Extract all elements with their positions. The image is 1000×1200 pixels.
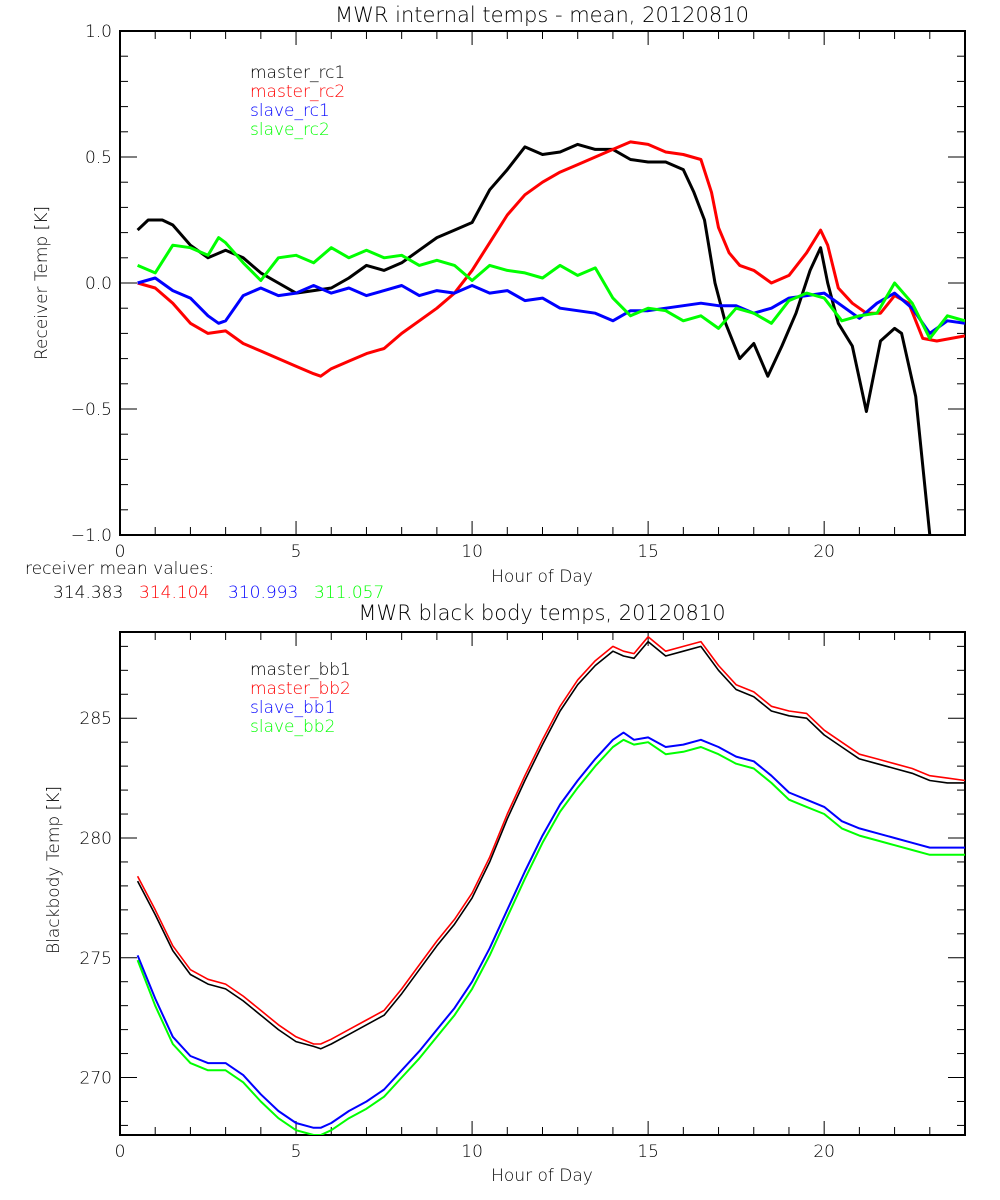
legend-entry: slave_bb2 [250, 717, 335, 737]
series-line-slave-bb2 [136, 738, 965, 1135]
receiver-mean-label: receiver mean values: [25, 559, 214, 579]
x-tick-label: 0 [115, 1142, 126, 1162]
x-tick-labels: 0 5 10 15 20 [115, 542, 835, 562]
legend-entry: slave_bb1 [250, 698, 335, 718]
y-axis-label: Blackbody Temp [K] [44, 786, 64, 954]
y-tick-label: 0.0 [85, 274, 112, 294]
x-tick-label: 20 [813, 1142, 835, 1162]
blackbody-temp-chart: MWR black body temps, 20120810 270 275 280… [44, 601, 966, 1186]
chart-title: MWR black body temps, 20120810 [358, 601, 725, 625]
legend-entry: master_bb1 [250, 660, 351, 680]
legend-entry: slave_rc2 [250, 120, 330, 140]
x-tick-label: 0 [115, 542, 126, 562]
x-tick-label: 15 [637, 542, 659, 562]
legend-entry: slave_rc1 [250, 101, 330, 121]
series-group [136, 140, 965, 535]
legend-entry: master_rc1 [250, 63, 345, 83]
receiver-mean-value: 314.104 [139, 583, 209, 603]
y-tick-labels: 270 275 280 285 [80, 709, 112, 1088]
y-tick-label: 275 [80, 949, 112, 969]
y-tick-label: −0.5 [71, 400, 112, 420]
series-line-slave-bb1 [136, 731, 965, 1129]
x-tick-label: 10 [461, 542, 483, 562]
chart-title: MWR internal temps - mean, 20120810 [335, 3, 749, 27]
y-tick-labels: −1.0 −0.5 0.0 0.5 1.0 [71, 22, 112, 546]
x-axis-label: Hour of Day [491, 567, 593, 587]
receiver-mean-value: 314.383 [53, 583, 123, 603]
y-tick-label: 280 [80, 829, 112, 849]
series-group [136, 635, 965, 1135]
x-tick-label: 5 [291, 542, 302, 562]
axis-ticks [120, 632, 965, 1135]
legend-entry: master_rc2 [250, 82, 345, 102]
series-line-master-rc2 [137, 140, 965, 378]
y-tick-label: −1.0 [71, 526, 112, 546]
y-tick-label: 0.5 [85, 148, 112, 168]
series-line-master-rc1 [136, 142, 932, 535]
series-line-master-bb2 [136, 635, 965, 1045]
series-line-master-bb1 [136, 640, 965, 1050]
x-tick-labels: 0 5 10 15 20 [115, 1142, 835, 1162]
x-tick-label: 15 [637, 1142, 659, 1162]
y-tick-label: 1.0 [85, 22, 112, 42]
series-line-slave-rc1 [137, 276, 965, 335]
x-tick-label: 5 [291, 1142, 302, 1162]
series-line-slave-rc2 [137, 236, 965, 340]
x-tick-label: 10 [461, 1142, 483, 1162]
legend-entry: master_bb2 [250, 679, 351, 699]
y-tick-label: 285 [80, 709, 112, 729]
receiver-mean-value: 310.993 [228, 583, 298, 603]
x-tick-label: 20 [813, 542, 835, 562]
receiver-mean-values: 314.383 314.104 310.993 311.057 [53, 583, 384, 603]
receiver-temp-chart: MWR internal temps - mean, 20120810 −1.0… [25, 3, 966, 603]
receiver-mean-value: 311.057 [314, 583, 384, 603]
y-axis-label: Receiver Temp [K] [32, 206, 52, 360]
axis-ticks [120, 31, 965, 535]
x-axis-label: Hour of Day [491, 1166, 593, 1186]
plot-frame [119, 631, 966, 1136]
y-tick-label: 270 [80, 1069, 112, 1089]
